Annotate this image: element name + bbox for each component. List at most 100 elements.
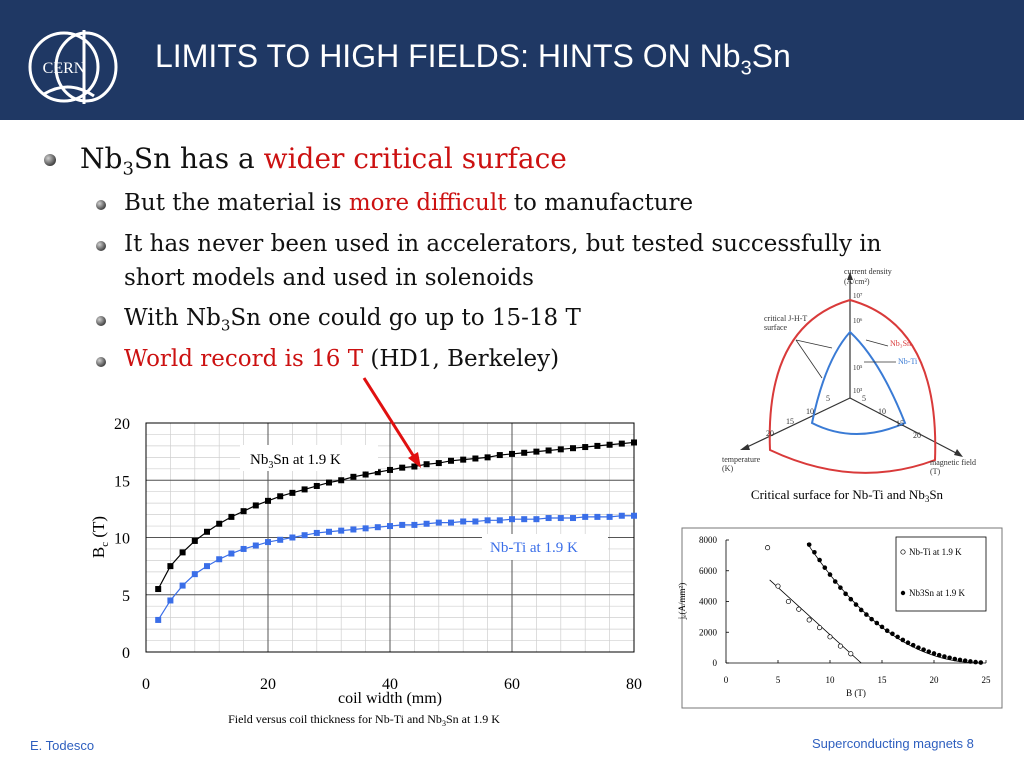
data-point [931,651,937,656]
data-point [179,582,186,589]
data-point [313,529,320,536]
x-tick-label: 20 [930,675,940,685]
data-point [848,596,854,602]
temperature-tick: 20 [766,429,774,438]
data-point [484,517,491,524]
data-point [775,583,781,589]
data-point [204,528,210,535]
y-tick-label: 4000 [699,597,718,607]
data-point [570,445,576,452]
data-point [435,519,442,526]
current-axis-unit: (A/cm²) [844,277,870,286]
nb3sn-series-label: Nb3Sn at 1.9 K [250,452,341,471]
data-point [973,659,978,665]
data-point [277,493,284,500]
series-line [157,441,635,590]
data-point [167,563,174,570]
data-point [545,515,552,522]
sub-bullet-dot-icon [96,357,106,367]
y-tick-label: 5 [122,588,130,605]
legend-nb3sn: Nb3Sn at 1.9 K [909,588,966,598]
small-chart-xlabel: B (T) [846,688,866,698]
surface-pointer [795,339,823,379]
data-point [460,456,467,463]
surface-label-2: surface [764,323,788,332]
data-point [968,659,973,664]
data-point [399,464,406,471]
data-point [411,463,418,470]
x-tick-label: 15 [878,675,888,685]
data-point [387,466,393,473]
data-point [155,616,162,623]
sub-bullet-dot-icon [96,241,106,251]
bullet-1: Nb3Sn has a wider critical surface [80,142,567,180]
data-point [448,457,454,464]
data-point [606,513,613,520]
data-point [545,447,552,454]
data-point [521,516,528,523]
legend-filled-marker-icon [900,590,906,596]
data-point [496,517,503,524]
small-chart-ylabel: jₑ(A/mm²) [677,583,687,621]
x-tick-label: 0 [142,676,150,693]
main-chart-ylabel: Bc (T) [89,516,111,558]
data-point [326,479,332,486]
data-point [228,513,235,520]
data-point [864,612,869,617]
nbti-fit-line [769,579,862,664]
main-chart-frame [145,422,635,653]
data-point [423,461,430,468]
data-point [843,591,848,597]
current-tick: 10⁶ [853,317,863,325]
footer-page: Superconducting magnets 8 [812,736,974,751]
temperature-tick: 10 [806,407,814,416]
bullet-2: But the material is more difficult to ma… [124,190,694,216]
data-point [858,607,864,613]
bullet-4: With Nb3Sn one could go up to 15-18 T [124,305,581,335]
data-point [204,563,210,570]
nbti-label-box [482,534,608,560]
data-point [191,571,198,578]
sub-bullet-dot-icon [96,316,106,326]
y-tick-label: 2000 [699,627,718,637]
surface-pointer [795,339,833,349]
red-arrow-head-icon [408,452,421,468]
data-point [848,651,854,657]
data-point [962,658,968,663]
data-point [957,657,963,663]
data-point [905,640,911,646]
data-point [895,634,900,640]
data-point [374,469,381,476]
legend-nbti: Nb-Ti at 1.9 K [909,547,962,557]
current-axis-arrow-icon [847,272,853,280]
data-point [853,602,859,607]
data-point [265,497,271,504]
data-point [362,525,369,532]
data-point [900,637,906,643]
y-tick-label: 6000 [699,566,718,576]
nb3sn-pointer [865,339,889,347]
data-point [509,450,515,457]
current-tick: 10⁵ [853,364,863,372]
nb3sn-surface-label: Nb₃Sn [890,339,911,348]
data-point [942,654,947,659]
bullet-3-line-1: It has never been used in accelerators, … [124,231,882,257]
legend-open-marker-icon [900,549,906,555]
data-point [806,617,812,623]
field-axis-arrow-icon [954,449,963,457]
data-point [289,534,296,541]
y-tick-label: 15 [114,473,130,490]
data-point [557,446,564,453]
data-point [338,477,345,484]
field-tick: 5 [862,394,866,403]
data-point [582,444,589,451]
data-point [179,549,186,556]
cern-logo-text: CERN [43,60,86,77]
data-point [362,471,369,478]
slide-header: CERN LIMITS TO HIGH FIELDS: HINTS ON Nb3… [0,0,1024,120]
bullet-5: World record is 16 T (HD1, Berkeley) [124,346,560,372]
data-point [496,452,503,459]
x-tick-label: 10 [826,675,836,685]
